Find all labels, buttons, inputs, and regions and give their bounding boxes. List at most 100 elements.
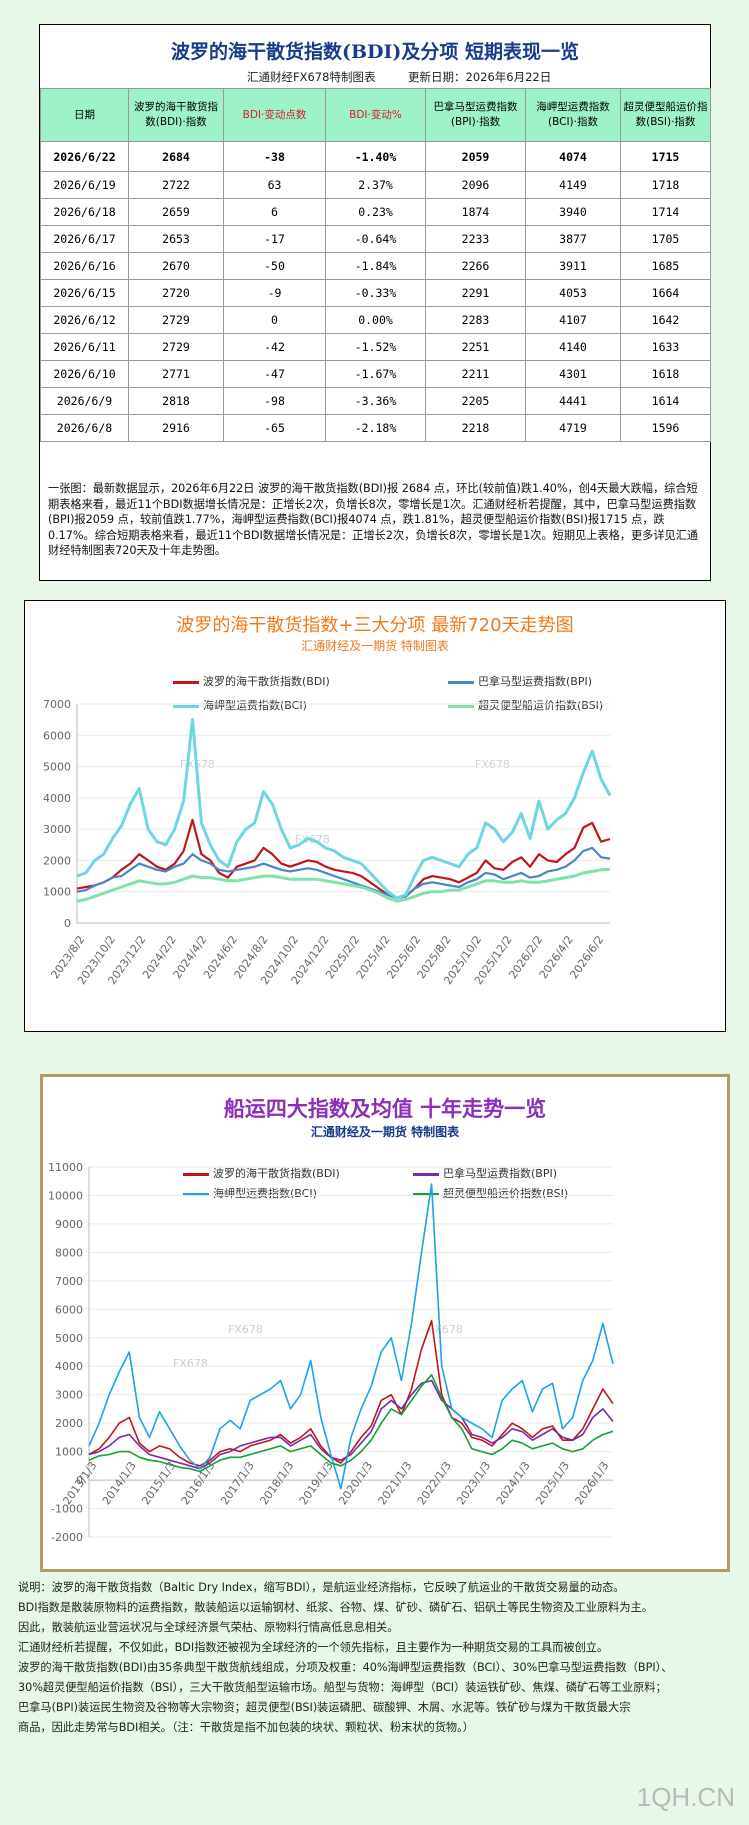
y-tick-label: 7000 bbox=[55, 1275, 83, 1288]
cell-bdi-change-points: 6 bbox=[223, 198, 326, 226]
cell-date: 2026/6/17 bbox=[40, 225, 129, 253]
cell-bdi: 2670 bbox=[128, 252, 224, 280]
cell-bdi-change-points: 63 bbox=[223, 171, 326, 199]
col-header-bdi: 波罗的海干散货指数(BDI)·指数 bbox=[128, 88, 224, 142]
table-row: 2026/6/15 2720 -9 -0.33% 2291 4053 1664 bbox=[40, 279, 711, 307]
cell-bsi: 1718 bbox=[620, 171, 711, 199]
cell-date: 2026/6/10 bbox=[40, 360, 129, 388]
cell-bpi: 2096 bbox=[425, 171, 526, 199]
cell-bci: 3911 bbox=[525, 252, 621, 280]
note-line: 30%超灵便型船运价指数（BSI），三大干散货船型运输市场。船型与货物：海岬型（… bbox=[18, 1681, 667, 1694]
chart720-legend-bsi: 超灵便型船运价指数(BSI) bbox=[448, 697, 603, 713]
series-line-bpi bbox=[76, 846, 611, 900]
y-tick-label: 8000 bbox=[55, 1246, 83, 1259]
cell-date: 2026/6/16 bbox=[40, 252, 129, 280]
site-brand: 1QH.CN bbox=[636, 1782, 735, 1812]
table-update-date: 更新日期：2026年6月22日 bbox=[408, 70, 552, 84]
cell-bsi: 1642 bbox=[620, 306, 711, 334]
x-tick-label: 2017/1/3 bbox=[218, 1459, 257, 1507]
chart720-legend-bpi: 巴拿马型运费指数(BPI) bbox=[448, 673, 592, 689]
x-tick-label: 2025/1/3 bbox=[533, 1459, 572, 1507]
cell-bdi-change-pct: -0.64% bbox=[325, 225, 426, 253]
y-tick-label: 9000 bbox=[55, 1218, 83, 1231]
chart10y-watermark: FX678 bbox=[228, 1323, 263, 1336]
cell-bsi: 1618 bbox=[620, 360, 711, 388]
cell-bsi: 1633 bbox=[620, 333, 711, 361]
cell-bdi-change-points: -98 bbox=[223, 387, 326, 415]
note-line: 汇通财经析若提醒，不仅如此，BDI指数还被视为全球经济的一个领先指标，且主要作为… bbox=[18, 1641, 609, 1654]
table-row: 2026/6/11 2729 -42 -1.52% 2251 4140 1633 bbox=[40, 333, 711, 361]
x-tick-label: 2014/1/3 bbox=[100, 1459, 139, 1507]
chart720-legend-bci: 海岬型运费指数(BCI) bbox=[173, 697, 307, 713]
cell-bci: 4140 bbox=[525, 333, 621, 361]
table-row: 2026/6/12 2729 0 0.00% 2283 4107 1642 bbox=[40, 306, 711, 334]
cell-bci: 4107 bbox=[525, 306, 621, 334]
table-row: 2026/6/8 2916 -65 -2.18% 2218 4719 1596 bbox=[40, 414, 711, 442]
chart10y-title: 船运四大指数及均值 十年走势一览 bbox=[223, 1096, 547, 1121]
y-tick-label: 0 bbox=[64, 917, 71, 930]
col-header-bdi-change-pct: BDI·变动% bbox=[325, 88, 426, 142]
series-line-bci bbox=[88, 1183, 614, 1490]
y-tick-label: 5000 bbox=[43, 761, 71, 774]
chart720-plot: 010002000300040005000600070002023/8/2202… bbox=[43, 698, 612, 987]
y-tick-label: -2000 bbox=[51, 1531, 83, 1544]
cell-bdi-change-points: -38 bbox=[223, 141, 326, 172]
cell-bdi-change-pct: -1.40% bbox=[325, 141, 426, 172]
table-row: 2026/6/10 2771 -47 -1.67% 2211 4301 1618 bbox=[40, 360, 711, 388]
cell-bdi-change-pct: 0.23% bbox=[325, 198, 426, 226]
chart10y-plot: -2000 -1000 0 1000 2000 3000 4000 5000 6000 7000 8… bbox=[48, 1161, 614, 1544]
chart720-legend-bdi: 波罗的海干散货指数(BDI) bbox=[173, 673, 330, 689]
cell-date: 2026/6/11 bbox=[40, 333, 129, 361]
cell-bdi-change-pct: -2.18% bbox=[325, 414, 426, 442]
x-tick-label: 2023/1/3 bbox=[454, 1459, 493, 1507]
chart10y-watermark: FX678 bbox=[173, 1357, 208, 1370]
cell-bdi-change-pct: -3.36% bbox=[325, 387, 426, 415]
cell-bci: 4719 bbox=[525, 414, 621, 442]
y-tick-label: 5000 bbox=[55, 1332, 83, 1345]
chart-720-day-panel: 波罗的海干散货指数+三大分项 最新720天走势图 汇通财经及一期货 特制图表 波… bbox=[24, 600, 726, 1032]
y-tick-label: -1000 bbox=[51, 1503, 83, 1516]
cell-date: 2026/6/8 bbox=[40, 414, 129, 442]
cell-bdi-change-points: -50 bbox=[223, 252, 326, 280]
chart720-title: 波罗的海干散货指数+三大分项 最新720天走势图 bbox=[176, 615, 574, 636]
x-tick-label: 2022/1/3 bbox=[415, 1459, 454, 1507]
col-header-bci: 海岬型运费指数(BCI)·指数 bbox=[525, 88, 621, 142]
chart10y-legend-bci: 海岬型运费指数(BCI) bbox=[183, 1185, 317, 1201]
cell-bci: 4441 bbox=[525, 387, 621, 415]
cell-bdi: 2720 bbox=[128, 279, 224, 307]
cell-bdi-change-points: -42 bbox=[223, 333, 326, 361]
cell-bdi: 2659 bbox=[128, 198, 224, 226]
cell-bpi: 2266 bbox=[425, 252, 526, 280]
note-line: BDI指数是散装原物料的运费指数，散装船运以运输钢材、纸浆、谷物、煤、矿砂、磷矿… bbox=[18, 1601, 653, 1614]
table-row: 2026/6/18 2659 6 0.23% 1874 3940 1714 bbox=[40, 198, 711, 226]
cell-bpi: 2233 bbox=[425, 225, 526, 253]
y-tick-label: 2000 bbox=[55, 1417, 83, 1430]
series-line-bsi bbox=[76, 867, 611, 903]
cell-bpi: 2211 bbox=[425, 360, 526, 388]
table-row: 2026/6/9 2818 -98 -3.36% 2205 4441 1614 bbox=[40, 387, 711, 415]
note-line: 因此，散装航运业营运状况与全球经济景气荣枯、原物料行情高低息息相关。 bbox=[18, 1621, 399, 1634]
y-tick-label: 1000 bbox=[43, 886, 71, 899]
cell-bdi: 2653 bbox=[128, 225, 224, 253]
table-row: 2026/6/17 2653 -17 -0.64% 2233 3877 1705 bbox=[40, 225, 711, 253]
cell-bdi-change-points: -17 bbox=[223, 225, 326, 253]
chart10y-legend-bpi: 巴拿马型运费指数(BPI) bbox=[413, 1165, 557, 1181]
x-tick-label: 2015/1/3 bbox=[139, 1459, 178, 1507]
cell-bdi-change-pct: -1.84% bbox=[325, 252, 426, 280]
series-line-bsi bbox=[88, 1373, 614, 1473]
cell-bci: 4074 bbox=[525, 141, 621, 172]
cell-bdi: 2729 bbox=[128, 333, 224, 361]
cell-bdi: 2771 bbox=[128, 360, 224, 388]
cell-bdi: 2729 bbox=[128, 306, 224, 334]
y-tick-label: 1000 bbox=[55, 1446, 83, 1459]
cell-bpi: 1874 bbox=[425, 198, 526, 226]
table-row: 2026/6/16 2670 -50 -1.84% 2266 3911 1685 bbox=[40, 252, 711, 280]
y-tick-label: 0 bbox=[76, 1474, 83, 1487]
cell-bdi-change-points: -47 bbox=[223, 360, 326, 388]
y-tick-label: 7000 bbox=[43, 698, 71, 711]
cell-bpi: 2283 bbox=[425, 306, 526, 334]
y-tick-label: 4000 bbox=[43, 792, 71, 805]
cell-date: 2026/6/18 bbox=[40, 198, 129, 226]
series-line-bci bbox=[76, 718, 612, 900]
note-line: 巴拿马(BPI)装运民生物资及谷物等大宗物资；超灵便型(BSI)装运磷肥、碳酸钾… bbox=[18, 1701, 631, 1714]
